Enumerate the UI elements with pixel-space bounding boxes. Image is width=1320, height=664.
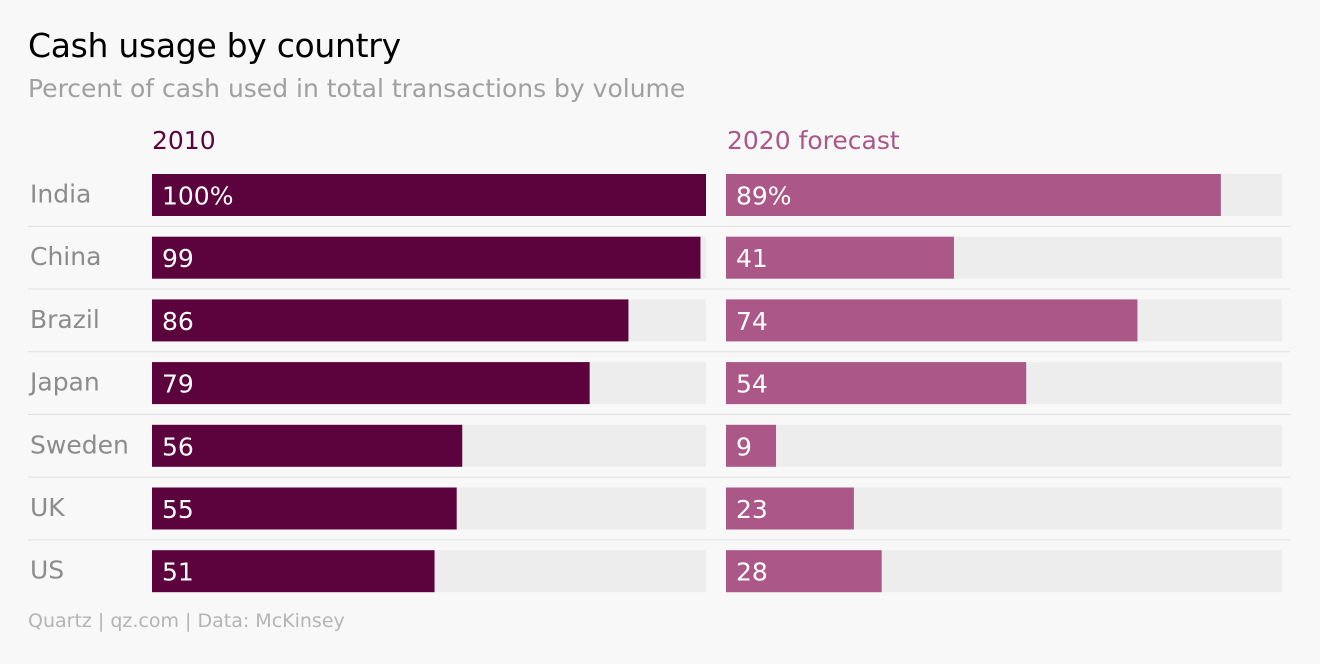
bar-2020-japan [726, 362, 1027, 405]
bar-2020-sweden [726, 424, 777, 467]
country-label-us: US [30, 556, 64, 585]
country-label-sweden: Sweden [30, 430, 129, 459]
bar-2010-uk [152, 487, 457, 530]
bar-label-2020-sweden: 9 [736, 432, 752, 461]
bar-2010-us [152, 550, 435, 593]
panel-header-2010: 2010 [152, 126, 216, 155]
chart-title: Cash usage by country [28, 26, 401, 65]
bar-label-2020-uk: 23 [736, 495, 768, 524]
bar-label-2010-uk: 55 [162, 495, 194, 524]
bar-2010-japan [152, 362, 590, 405]
bar-track-2020-sweden [726, 424, 1282, 467]
bar-2020-china [726, 236, 954, 279]
bar-2020-india [726, 174, 1221, 216]
bar-label-2010-japan: 79 [162, 370, 194, 399]
source-credit: Quartz | qz.com | Data: McKinsey [28, 610, 345, 632]
bar-label-2020-japan: 54 [736, 370, 768, 399]
country-label-uk: UK [30, 493, 65, 522]
panel-header-2020-forecast: 2020 forecast [727, 126, 900, 155]
bar-label-2020-china: 41 [736, 244, 768, 273]
bar-label-2010-sweden: 56 [162, 432, 194, 461]
bar-label-2010-us: 51 [162, 558, 194, 587]
bar-2010-sweden [152, 424, 463, 467]
bar-label-2010-china: 99 [162, 244, 194, 273]
country-label-japan: Japan [28, 368, 100, 397]
bar-2010-china [152, 236, 701, 279]
bar-label-2010-india: 100% [162, 182, 233, 211]
chart-subtitle: Percent of cash used in total transactio… [28, 74, 686, 103]
country-label-india: India [30, 180, 91, 209]
bar-2010-india [152, 174, 706, 216]
bar-2010-brazil [152, 299, 629, 342]
bar-label-2010-brazil: 86 [162, 307, 194, 336]
bar-2020-us [726, 550, 882, 593]
bar-2020-brazil [726, 299, 1138, 342]
bar-2020-uk [726, 487, 854, 530]
bar-label-2020-brazil: 74 [736, 307, 768, 336]
country-label-brazil: Brazil [30, 305, 100, 334]
country-label-china: China [30, 242, 101, 271]
bar-label-2020-india: 89% [736, 182, 792, 211]
bar-label-2020-us: 28 [736, 558, 768, 587]
